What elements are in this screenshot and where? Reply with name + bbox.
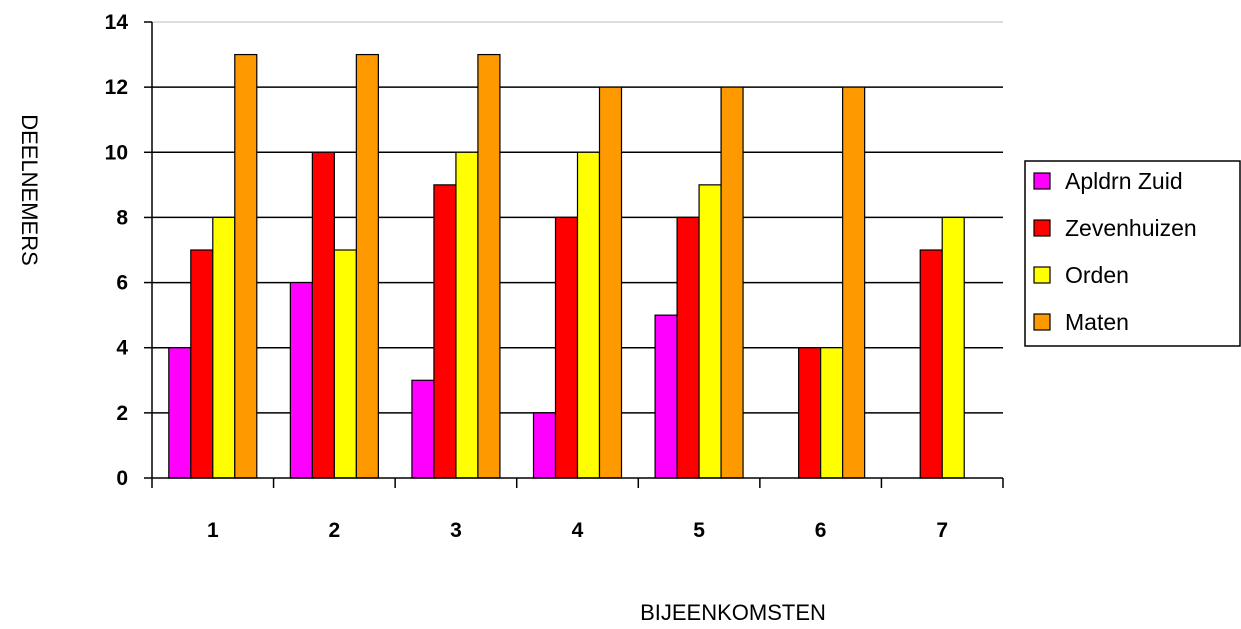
x-tick-label: 7: [936, 519, 948, 542]
bar: [190, 249, 214, 479]
bar: [455, 151, 479, 479]
y-tick-label: 12: [105, 76, 128, 99]
y-tick-label: 0: [116, 467, 128, 490]
legend-label: Maten: [1065, 309, 1129, 335]
x-tick-label: 2: [329, 519, 341, 542]
bar: [919, 249, 943, 479]
bar: [576, 151, 601, 479]
bars: [168, 53, 965, 479]
x-tick-labels: 1 2 3 4 5 6 7: [151, 478, 1004, 542]
legend: Apldrn Zuid Zevenhuizen Orden Maten: [1024, 160, 1241, 347]
bar: [311, 151, 335, 479]
legend-swatch: [1033, 219, 1051, 237]
y-tick-label: 2: [116, 402, 128, 425]
y-tick-label: 4: [116, 337, 128, 360]
y-axis-title: DEELNEMERS: [17, 114, 42, 266]
bar: [941, 216, 965, 479]
bar: [477, 53, 501, 479]
bar: [554, 216, 579, 479]
y-tick-label: 10: [105, 141, 128, 164]
y-tick-label: 6: [116, 272, 128, 295]
legend-box: [1024, 160, 1241, 347]
legend-swatch: [1033, 313, 1051, 331]
x-tick-label: 3: [450, 519, 462, 542]
bar: [820, 347, 844, 479]
bar: [598, 86, 623, 479]
bar: [532, 412, 557, 479]
x-tick-label: 5: [693, 519, 705, 542]
x-tick-label: 1: [207, 519, 219, 542]
bar: [720, 86, 744, 479]
y-tick-label: 8: [116, 206, 128, 229]
legend-swatch: [1033, 172, 1051, 190]
bar: [654, 314, 678, 479]
legend-label: Zevenhuizen: [1065, 215, 1197, 241]
bar: [798, 347, 822, 479]
y-tick-label: 14: [105, 11, 129, 34]
x-tick-label: 6: [815, 519, 827, 542]
bar: [842, 86, 866, 479]
legend-swatch: [1033, 266, 1051, 284]
bar: [355, 53, 379, 479]
bar: [433, 184, 457, 479]
legend-label: Orden: [1065, 262, 1129, 288]
bar: [289, 281, 313, 479]
y-tick-labels: 0 2 4 6 8 10 12 14: [105, 11, 129, 490]
bar: [168, 347, 192, 479]
bar: [212, 216, 236, 479]
axes: [151, 22, 1003, 479]
bar: [676, 216, 700, 479]
x-axis-title: BIJEENKOMSTEN: [640, 600, 826, 625]
legend-label: Apldrn Zuid: [1065, 168, 1183, 194]
bar: [698, 184, 722, 479]
bar: [234, 53, 258, 479]
x-tick-label: 4: [572, 519, 584, 542]
bar: [411, 379, 435, 479]
bar: [333, 249, 357, 479]
